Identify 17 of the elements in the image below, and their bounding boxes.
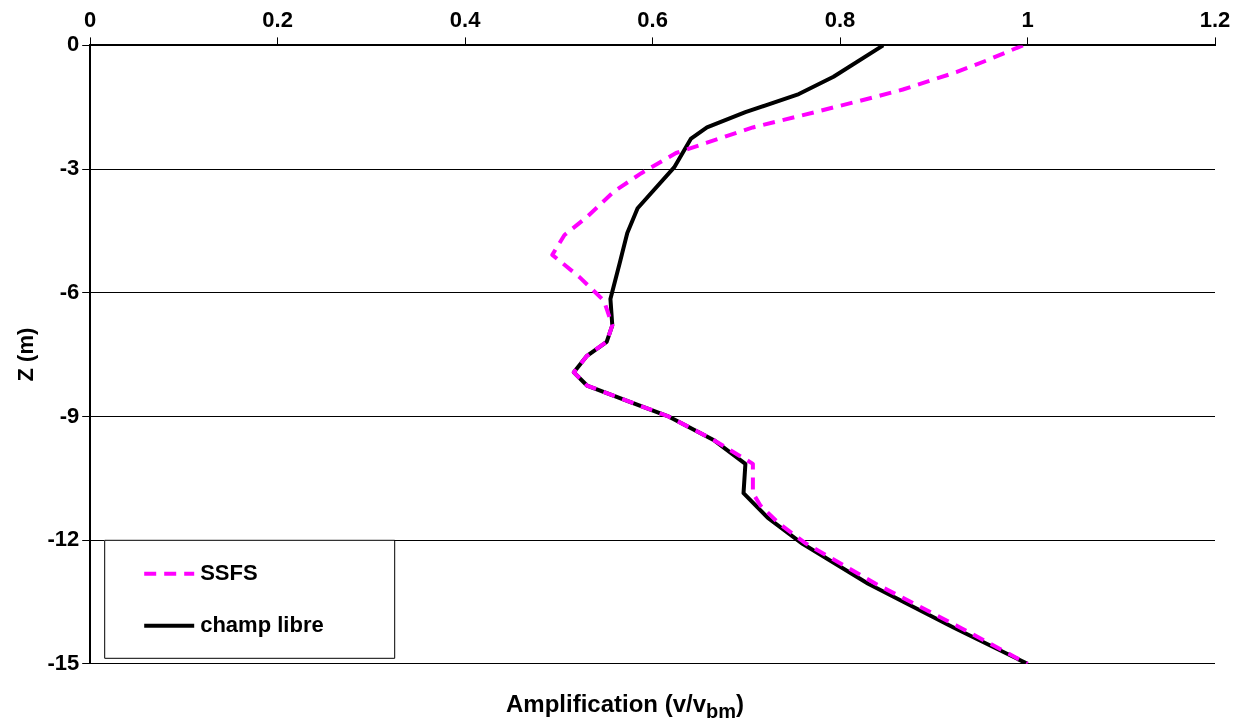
x-tick-label: 0.2 bbox=[262, 7, 293, 33]
x-tick-label: 0.4 bbox=[449, 7, 482, 33]
x-tick-label: 0.8 bbox=[824, 7, 856, 33]
y-tick-label: -6 bbox=[59, 278, 80, 304]
y-tick-label: -15 bbox=[47, 649, 80, 675]
x-tick-label: 0.6 bbox=[637, 7, 668, 33]
x-tick-label: 1 bbox=[1021, 7, 1034, 33]
y-tick-label: -3 bbox=[59, 155, 80, 181]
y-tick-label: -12 bbox=[47, 526, 80, 552]
y-tick-label: 0 bbox=[66, 31, 80, 57]
x-axis-title: Amplification (v/v$_{bm}$) bbox=[505, 690, 745, 723]
legend-label: SSFS bbox=[200, 559, 258, 585]
y-axis-title: Z (m) bbox=[13, 327, 39, 382]
x-tick-label: 0 bbox=[84, 7, 97, 33]
legend-label: champ libre bbox=[200, 611, 324, 637]
x-tick-label: 1.2 bbox=[1199, 7, 1231, 33]
y-tick-label: -9 bbox=[59, 402, 80, 428]
